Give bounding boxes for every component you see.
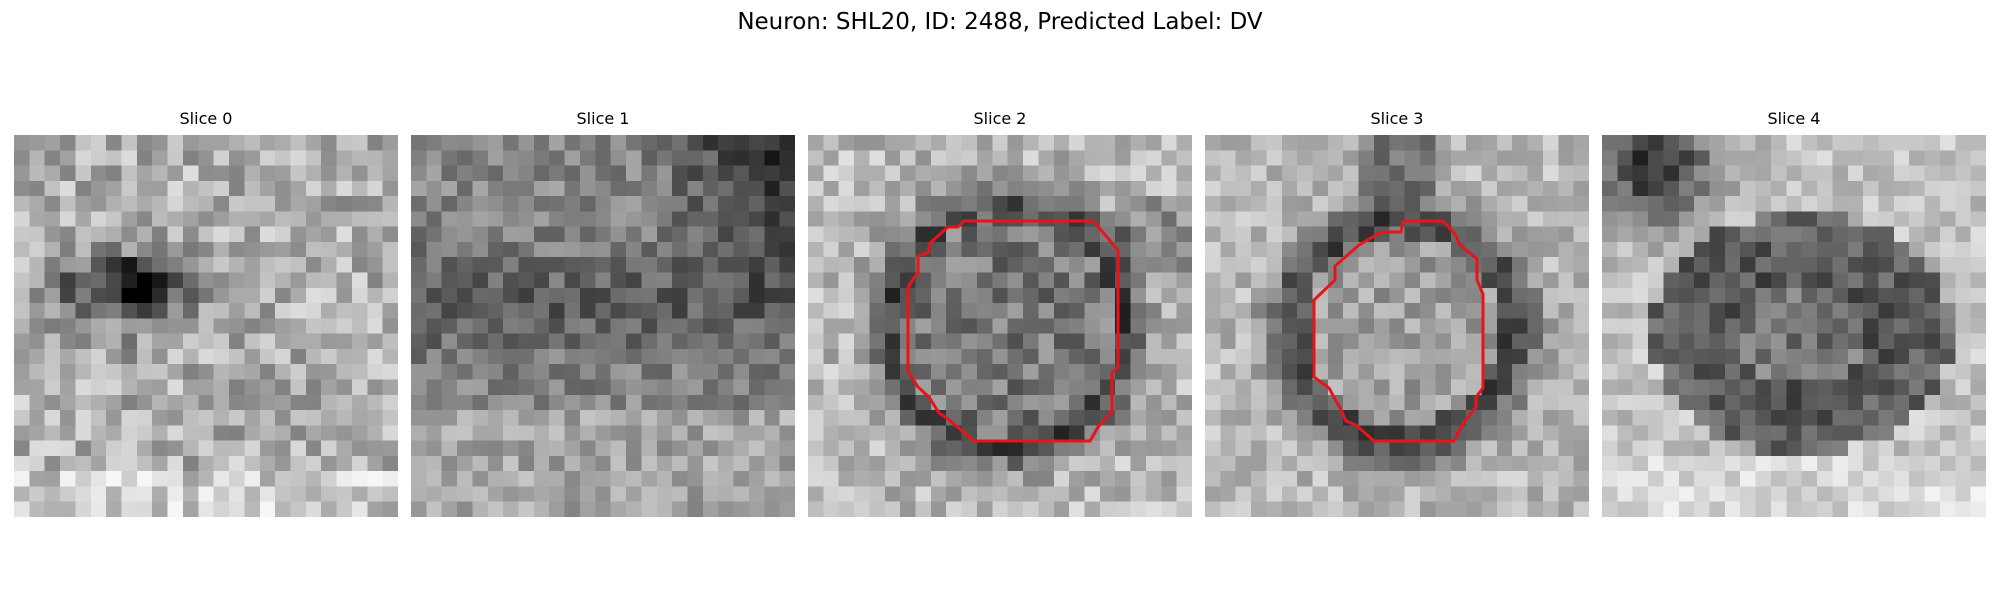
slice-2-title: Slice 2	[973, 109, 1027, 128]
slice-4-pixels	[1602, 135, 1986, 517]
slice-1-title: Slice 1	[576, 109, 630, 128]
slice-3-title: Slice 3	[1370, 109, 1424, 128]
slice-3-image	[1205, 135, 1589, 517]
slice-4-image	[1602, 135, 1986, 517]
figure-title: Neuron: SHL20, ID: 2488, Predicted Label…	[737, 9, 1263, 35]
slice-4-title: Slice 4	[1767, 109, 1821, 128]
slice-2-pixels	[808, 135, 1192, 517]
slice-0-image	[14, 135, 398, 517]
slice-2-image	[808, 135, 1192, 517]
slice-1-image	[411, 135, 795, 517]
slice-0-title: Slice 0	[179, 109, 233, 128]
slice-1-pixels	[411, 135, 795, 517]
slice-0-pixels	[14, 135, 398, 517]
slice-3-pixels	[1205, 135, 1589, 517]
